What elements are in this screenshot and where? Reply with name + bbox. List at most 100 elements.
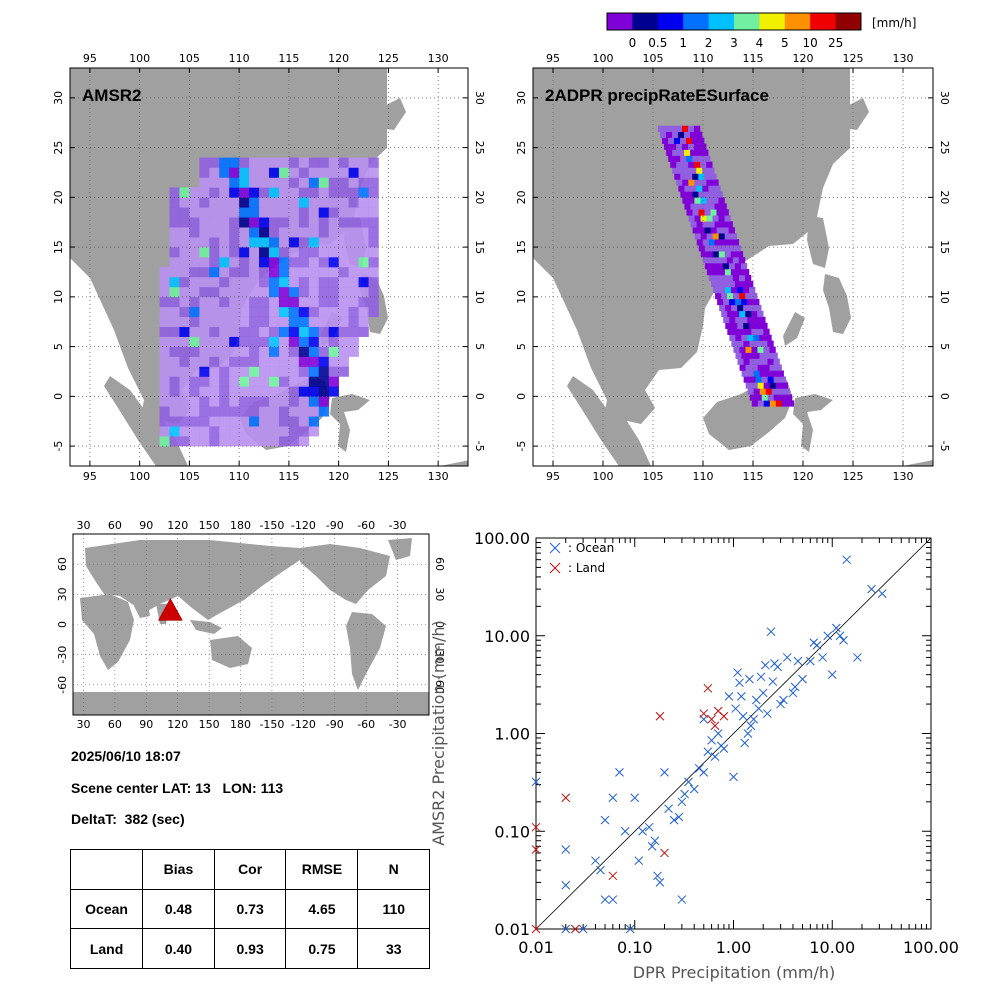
precip-pixel	[704, 245, 712, 252]
lat-tick-label: 20	[52, 190, 65, 204]
precip-pixel	[219, 197, 230, 208]
precip-pixel	[179, 436, 190, 447]
precip-pixel	[749, 340, 756, 347]
precip-pixel	[159, 267, 170, 278]
precip-pixel	[672, 149, 679, 156]
precip-pixel	[708, 203, 715, 210]
x-axis-label: DPR Precipitation (mm/h)	[633, 963, 835, 982]
precip-pixel	[757, 364, 764, 371]
precip-pixel	[249, 346, 260, 357]
marker-stroke	[831, 623, 841, 633]
lat-tick-label: 25	[52, 141, 65, 155]
x-tick-label: 1.00	[716, 938, 752, 957]
precip-pixel	[328, 286, 339, 298]
stats-header-cell: Cor	[213, 849, 287, 890]
marker-stroke	[867, 584, 876, 594]
precip-pixel	[720, 239, 728, 246]
precip-pixel	[328, 356, 339, 367]
precip-pixel	[688, 197, 695, 204]
precip-pixel	[674, 173, 681, 180]
precip-pixel	[737, 358, 744, 365]
precip-pixel	[219, 346, 230, 357]
precip-pixel	[269, 386, 280, 397]
precip-pixel	[348, 296, 359, 308]
y-tick-label: 0.10	[494, 822, 530, 841]
marker-stroke	[770, 659, 779, 668]
precip-pixel	[710, 209, 717, 216]
marker-stroke	[660, 768, 669, 777]
marker-stroke	[773, 662, 783, 672]
ocean-point	[770, 659, 779, 668]
land-point	[713, 706, 723, 716]
precip-pixel	[288, 257, 300, 268]
precip-pixel	[676, 143, 683, 150]
lon-tick-label: 120	[328, 470, 349, 483]
precip-pixel	[229, 227, 240, 238]
marker-stroke	[798, 674, 807, 684]
ocean-point	[561, 924, 571, 934]
ocean-point	[650, 836, 660, 846]
marker-stroke	[647, 842, 657, 851]
precip-pixel	[159, 346, 170, 357]
precip-pixel	[209, 376, 220, 387]
precip-pixel	[338, 257, 349, 268]
precip-pixel	[348, 346, 359, 357]
lat-tick-label: 10	[515, 290, 528, 304]
precip-pixel	[259, 426, 270, 437]
ocean-point	[608, 895, 618, 904]
precip-pixel	[749, 376, 756, 383]
precip-pixel	[348, 167, 359, 178]
precip-pixel	[269, 237, 280, 248]
marker-stroke	[758, 688, 768, 698]
precip-pixel	[318, 346, 329, 357]
precip-pixel	[338, 286, 349, 298]
marker-stroke	[653, 871, 662, 881]
precip-pixel	[288, 217, 300, 228]
precip-pixel	[338, 296, 349, 308]
precip-pixel	[693, 125, 701, 132]
precip-pixel	[249, 366, 260, 377]
precip-pixel	[348, 326, 359, 337]
marker-stroke	[760, 660, 770, 670]
precip-pixel	[328, 386, 339, 397]
precip-pixel	[169, 436, 180, 447]
precip-pixel	[739, 346, 746, 353]
precip-pixel	[694, 197, 701, 204]
lon-tick-label: 100	[129, 470, 150, 483]
precip-pixel	[259, 267, 270, 278]
precip-pixel	[714, 274, 722, 282]
precip-pixel	[259, 406, 270, 417]
precip-pixel	[745, 364, 752, 371]
precip-pixel	[308, 267, 320, 278]
precip-pixel	[189, 416, 200, 427]
precip-pixel	[199, 286, 210, 298]
precip-pixel	[696, 239, 704, 246]
precip-pixel	[298, 396, 310, 407]
marker-stroke	[531, 777, 541, 787]
ocean-point	[827, 670, 837, 680]
lat-tick-label: 60	[433, 557, 446, 571]
precip-pixel	[730, 251, 738, 258]
precip-pixel	[249, 316, 260, 327]
precip-pixel	[288, 316, 300, 327]
precip-pixel	[765, 334, 772, 341]
precip-pixel	[259, 197, 270, 208]
precip-pixel	[259, 396, 270, 407]
precip-pixel	[755, 376, 762, 383]
precip-pixel	[672, 131, 679, 138]
precip-pixel	[278, 316, 290, 327]
precip-pixel	[288, 326, 300, 337]
precip-pixel	[712, 197, 719, 204]
precip-pixel	[696, 221, 703, 228]
ocean-point	[653, 871, 662, 881]
stats-cell: Ocean	[69, 888, 144, 930]
ocean-point	[743, 729, 753, 738]
map-tick-labels: 9595100100105105110110115115120120125125…	[52, 52, 486, 483]
colorbar-cell	[657, 13, 684, 30]
lon-tick-label: 100	[129, 52, 150, 65]
precip-pixel	[219, 267, 230, 278]
precip-pixel	[219, 157, 230, 168]
precip-pixel	[686, 173, 693, 180]
precip-pixel	[348, 316, 359, 327]
precip-pixel	[169, 257, 180, 268]
